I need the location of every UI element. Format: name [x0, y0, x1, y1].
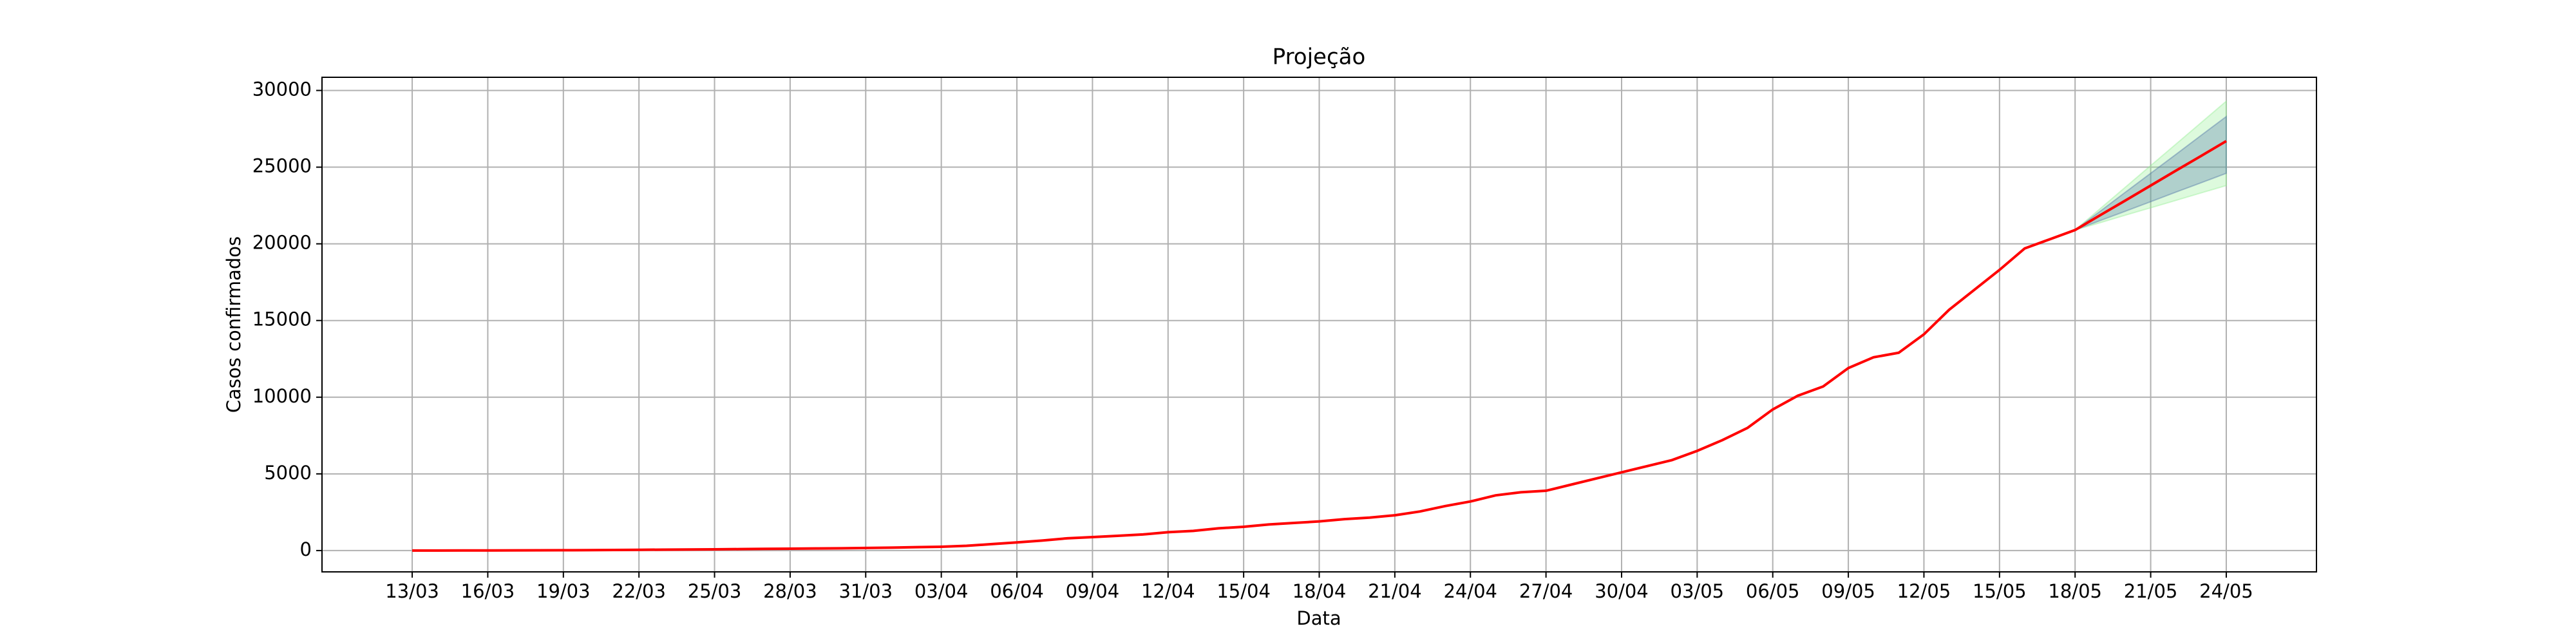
x-tick-label: 03/05	[1671, 580, 1725, 602]
x-tick-label: 18/05	[2048, 580, 2102, 602]
x-tick-label: 18/04	[1293, 580, 1347, 602]
x-tick-label: 09/04	[1066, 580, 1120, 602]
x-tick-label: 16/03	[461, 580, 515, 602]
y-tick-label: 0	[300, 538, 312, 560]
plot-frame	[321, 77, 2317, 573]
y-tick-label: 25000	[252, 155, 312, 177]
x-tick-label: 24/04	[1443, 580, 1497, 602]
x-tick-label: 24/05	[2199, 580, 2253, 602]
x-tick-label: 31/03	[838, 580, 893, 602]
x-tick-label: 21/04	[1368, 580, 1422, 602]
x-tick-label: 22/03	[612, 580, 666, 602]
x-tick-label: 12/05	[1897, 580, 1951, 602]
x-tick-label: 19/03	[536, 580, 591, 602]
x-tick-label: 12/04	[1141, 580, 1195, 602]
x-tick-label: 27/04	[1519, 580, 1573, 602]
y-tick-label: 20000	[252, 232, 312, 254]
x-axis-label: Data	[1296, 607, 1341, 629]
chart-title: Projeção	[1273, 44, 1366, 70]
x-tick-label: 21/05	[2124, 580, 2178, 602]
x-tick-label: 30/04	[1595, 580, 1649, 602]
y-tick-label: 15000	[252, 308, 312, 330]
x-tick-label: 15/05	[1973, 580, 2027, 602]
x-tick-label: 13/03	[385, 580, 439, 602]
y-axis-label: Casos confirmados	[223, 236, 245, 413]
y-tick-label: 5000	[264, 462, 312, 484]
y-tick-label: 30000	[252, 78, 312, 100]
x-tick-label: 09/05	[1821, 580, 1875, 602]
x-tick-label: 25/03	[688, 580, 742, 602]
x-tick-label: 06/04	[990, 580, 1044, 602]
x-tick-label: 15/04	[1217, 580, 1271, 602]
line	[412, 140, 2227, 552]
confidence-band	[2074, 115, 2227, 231]
x-tick-label: 06/05	[1746, 580, 1800, 602]
x-tick-label: 28/03	[763, 580, 817, 602]
y-tick-label: 10000	[252, 385, 312, 407]
x-tick-label: 03/04	[914, 580, 969, 602]
confidence-band	[2074, 99, 2227, 231]
